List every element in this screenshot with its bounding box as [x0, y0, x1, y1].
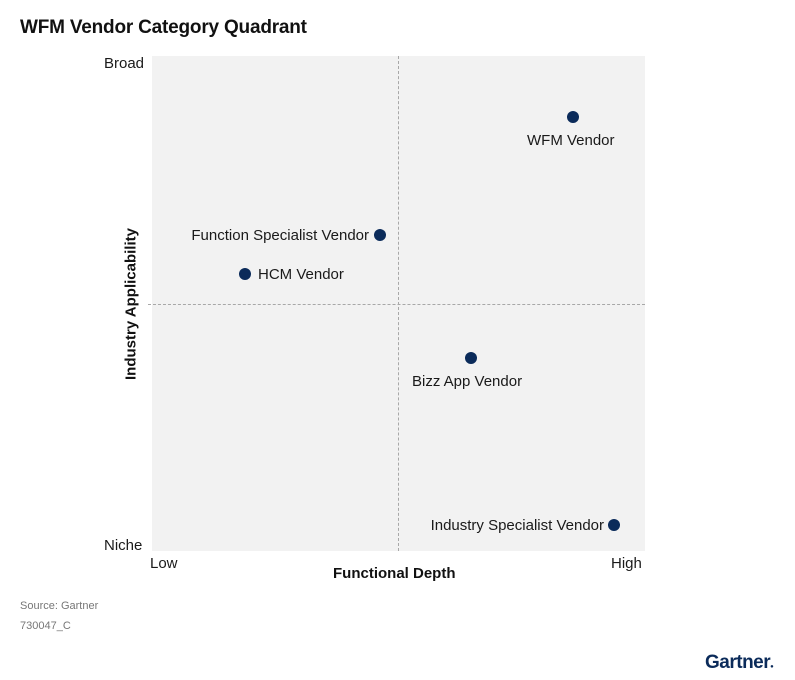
point-label-wfm-vendor: WFM Vendor	[527, 132, 615, 149]
y-tick-broad: Broad	[104, 55, 145, 72]
x-tick-high: High	[611, 555, 642, 572]
data-point-bizz-app-vendor	[465, 352, 477, 364]
figure-id: 730047_C	[20, 620, 71, 632]
plot-area: WFM Vendor Function Specialist Vendor HC…	[148, 56, 645, 551]
vertical-quadrant-divider	[398, 56, 399, 551]
logo-text: Gartner	[705, 652, 771, 673]
x-axis-title: Functional Depth	[333, 565, 456, 582]
chart-title: WFM Vendor Category Quadrant	[20, 17, 307, 38]
data-point-hcm-vendor	[239, 268, 251, 280]
source-note: Source: Gartner	[20, 600, 99, 612]
point-label-industry-specialist-vendor: Industry Specialist Vendor	[430, 517, 604, 534]
y-axis-title: Industry Applicability	[122, 228, 140, 380]
data-point-wfm-vendor	[567, 111, 579, 123]
point-label-hcm-vendor: HCM Vendor	[258, 266, 344, 283]
y-tick-niche: Niche	[104, 537, 143, 554]
horizontal-quadrant-divider	[148, 304, 645, 305]
point-label-bizz-app-vendor: Bizz App Vendor	[412, 373, 523, 390]
data-point-function-specialist-vendor	[374, 229, 386, 241]
gartner-logo: Gartner●	[705, 652, 774, 674]
point-label-function-specialist-vendor: Function Specialist Vendor	[191, 227, 369, 244]
logo-dot-icon: ●	[770, 664, 774, 670]
x-tick-low: Low	[150, 555, 178, 572]
data-point-industry-specialist-vendor	[608, 519, 620, 531]
